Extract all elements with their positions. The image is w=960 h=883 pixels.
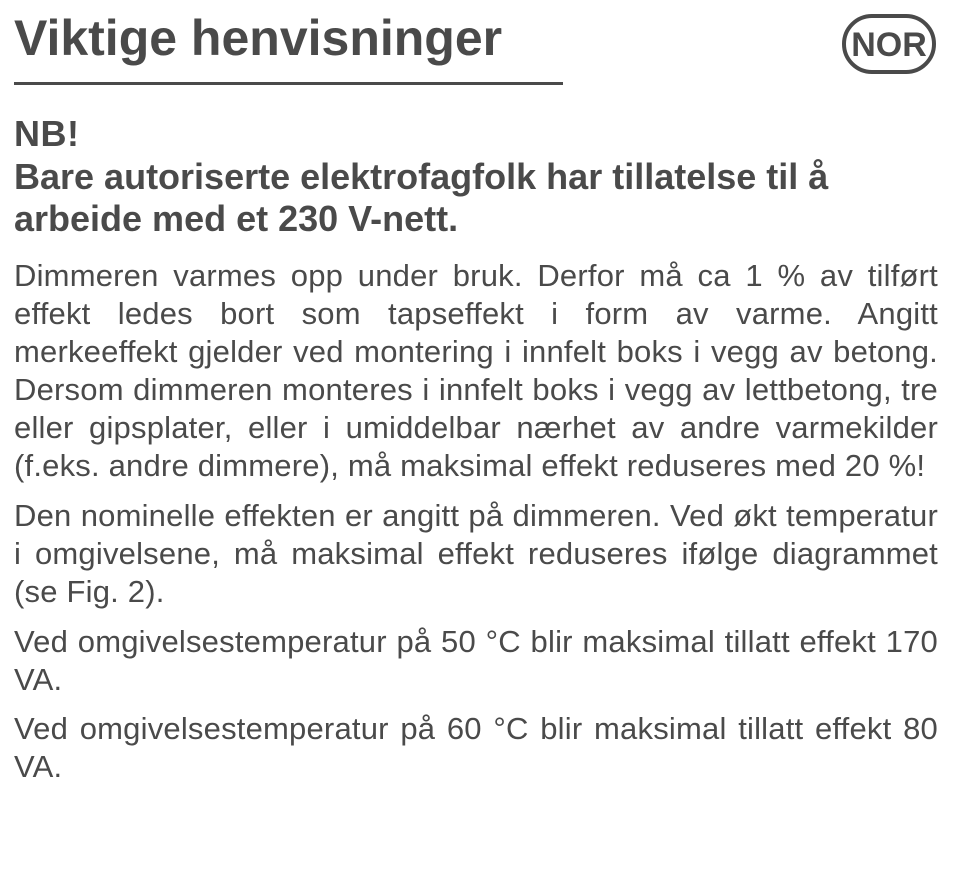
warning-text: Bare autoriserte elektrofagfolk har till… — [14, 156, 938, 241]
header-row: Viktige henvisninger NOR — [14, 12, 938, 74]
paragraph-1: Dimmeren varmes opp under bruk. Derfor m… — [14, 257, 938, 485]
document-page: Viktige henvisninger NOR NB! Bare autori… — [0, 0, 960, 883]
paragraph-3: Ved omgivelsestemperatur på 50 °C blir m… — [14, 623, 938, 699]
title-underline — [14, 82, 563, 85]
paragraph-4: Ved omgivelsestemperatur på 60 °C blir m… — [14, 710, 938, 786]
paragraph-2: Den nominelle effekten er angitt på dimm… — [14, 497, 938, 611]
badge-label: NOR — [851, 26, 927, 64]
nb-heading: NB! — [14, 115, 938, 154]
page-title: Viktige henvisninger — [14, 12, 502, 65]
language-badge: NOR — [842, 14, 936, 74]
